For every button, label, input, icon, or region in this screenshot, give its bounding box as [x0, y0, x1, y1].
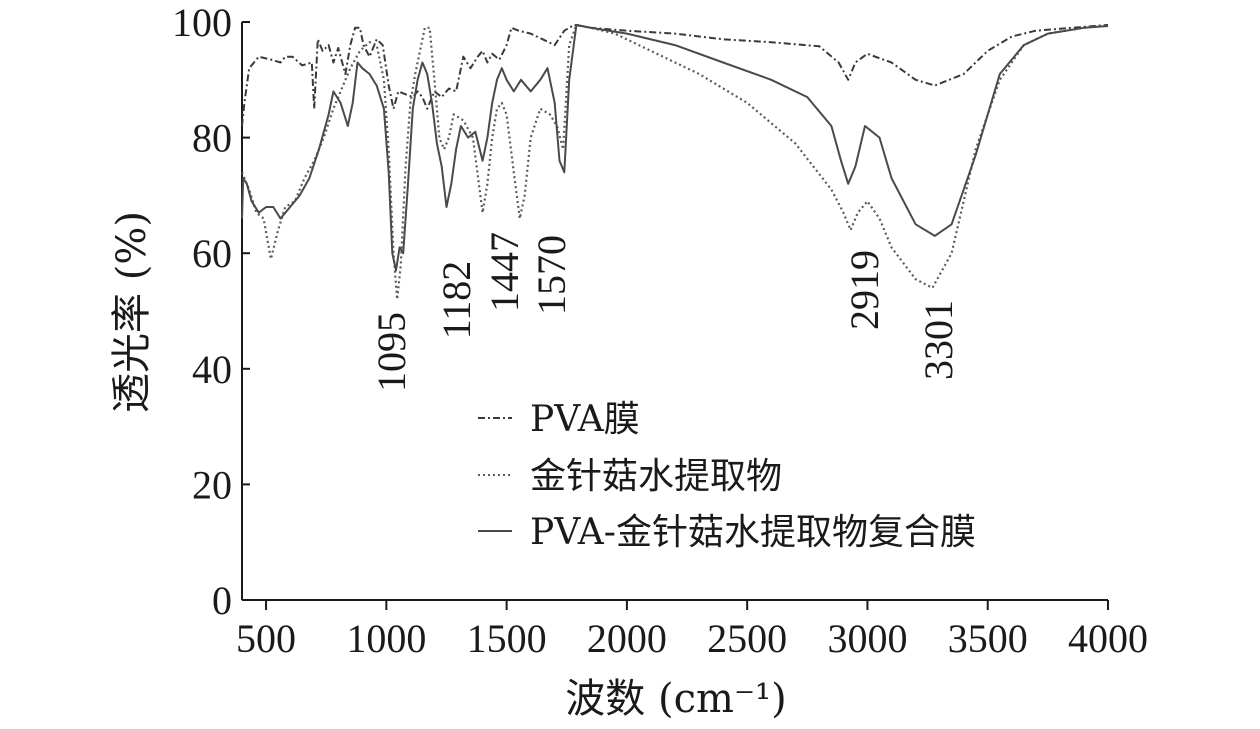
series-layer — [240, 23, 1109, 301]
x-tick-label: 1500 — [467, 616, 547, 661]
x-tick-label: 500 — [236, 616, 296, 661]
peak-label-1570: 1570 — [529, 235, 574, 315]
legend-label-3: PVA-金针菇水提取物复合膜 — [530, 512, 976, 553]
peak-label-1447: 1447 — [482, 232, 527, 312]
peak-label-1095: 1095 — [369, 312, 414, 392]
y-tick-label: 40 — [192, 347, 232, 392]
x-axis-title: 波数 (cm⁻¹) — [565, 676, 786, 722]
x-tick-label: 2000 — [587, 616, 667, 661]
legend-label-1: PVA膜 — [530, 399, 640, 440]
series-line-2 — [240, 23, 1109, 301]
y-tick-label: 100 — [172, 0, 232, 45]
x-tick-label: 3500 — [948, 616, 1028, 661]
axes-layer: 0 20 40 60 80 100 500 1000 1500 2000 2500 3000 3500 4… — [172, 0, 1148, 661]
series-line-3 — [241, 23, 1109, 272]
y-tick-label: 80 — [192, 116, 232, 161]
peak-label-2919: 2919 — [842, 250, 887, 330]
x-tick-label: 2500 — [707, 616, 787, 661]
peak-label-3301: 3301 — [916, 300, 961, 380]
annotations-layer: 1095 1182 1447 1570 2919 3301 — [369, 232, 961, 392]
x-tick-label: 3000 — [827, 616, 907, 661]
peak-label-1182: 1182 — [434, 261, 479, 340]
y-tick-label: 0 — [212, 578, 232, 623]
series-line-1 — [241, 23, 1109, 127]
y-tick-label: 60 — [192, 231, 232, 276]
x-tick-label: 4000 — [1068, 616, 1148, 661]
y-tick-label: 20 — [192, 462, 232, 507]
y-axis-title: 透光率 (%) — [109, 211, 155, 413]
legend-label-2: 金针菇水提取物 — [530, 456, 782, 497]
x-tick-label: 1000 — [346, 616, 426, 661]
